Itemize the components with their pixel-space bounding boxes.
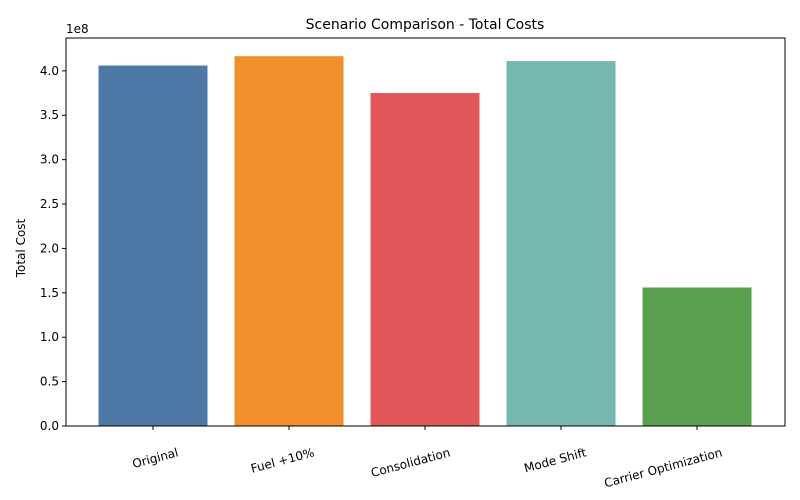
chart-title: Scenario Comparison - Total Costs (306, 17, 545, 33)
bar-original (98, 65, 208, 427)
y-scale-label: 1e8 (66, 22, 89, 36)
x-tick-label: Mode Shift (523, 445, 589, 475)
x-tick-label: Consolidation (369, 445, 451, 480)
y-tick-label: 4.0 (40, 64, 59, 78)
y-tick-label: 3.0 (40, 153, 59, 167)
y-tick-label: 2.5 (40, 197, 59, 211)
x-tick-label: Fuel +10% (249, 445, 316, 475)
y-tick-label: 1.5 (40, 286, 59, 300)
y-tick-label: 1.0 (40, 330, 59, 344)
x-axis-ticks: Original Fuel +10% Consolidation Mode Shift… (131, 426, 724, 490)
x-tick-label: Carrier Optimization (603, 445, 724, 490)
bar-carrier-optimization (642, 287, 752, 426)
y-tick-label: 0.0 (40, 419, 59, 433)
y-tick-label: 3.5 (40, 108, 59, 122)
bar-fuel-10 (234, 56, 344, 426)
x-tick-label: Original (131, 445, 180, 471)
plot-frame (65, 37, 786, 427)
bar-consolidation (370, 93, 480, 426)
y-tick-label: 2.0 (40, 241, 59, 255)
y-axis-label: Total Cost (14, 218, 28, 278)
bars-group (98, 56, 752, 427)
y-axis-ticks: 0.0 0.5 1.0 1.5 2.0 2.5 3.0 3.5 4.0 (40, 64, 66, 433)
y-tick-label: 0.5 (40, 375, 59, 389)
bar-mode-shift (506, 61, 616, 427)
